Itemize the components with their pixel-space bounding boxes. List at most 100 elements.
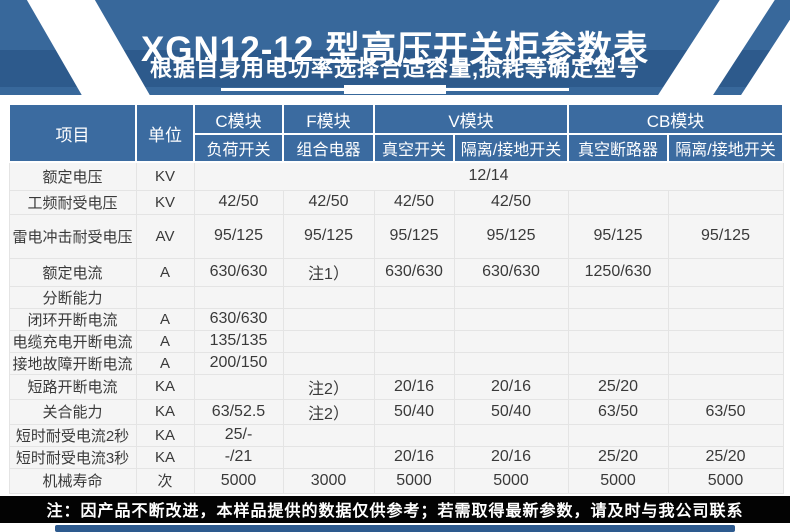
row-value: 20/16 (453, 445, 569, 469)
row-value (282, 351, 375, 375)
row-label: 分断能力 (8, 285, 137, 309)
row-value: -/21 (193, 445, 284, 469)
row-value (282, 423, 375, 447)
table-row: 额定电压 KV 12/14 (8, 161, 784, 191)
row-value (282, 329, 375, 353)
row-unit: A (135, 351, 195, 375)
row-label: 短时耐受电流3秒 (8, 445, 137, 469)
row-value (282, 307, 375, 331)
row-value: 注2） (282, 373, 375, 400)
row-label: 接地故障开断电流 (8, 351, 137, 375)
row-value: 25/20 (667, 445, 784, 469)
header-group-f: F模块 (282, 103, 375, 135)
row-label: 短时耐受电流2秒 (8, 423, 137, 447)
row-value (567, 285, 669, 309)
row-value (282, 285, 375, 309)
row-value (567, 329, 669, 353)
row-label: 闭环开断电流 (8, 307, 137, 331)
row-value (667, 257, 784, 287)
header-sub-load-switch: 负荷开关 (193, 133, 284, 163)
row-unit: KA (135, 445, 195, 469)
page-title: XGN12-12 型高压开关柜参数表 (140, 30, 650, 70)
row-value: 5000 (453, 467, 569, 494)
row-unit: KV (135, 161, 195, 191)
row-value: 42/50 (373, 189, 455, 215)
row-value: 95/125 (373, 213, 455, 259)
row-value: 95/125 (193, 213, 284, 259)
row-value: 95/125 (453, 213, 569, 259)
row-unit (135, 285, 195, 309)
row-value: 25/20 (567, 445, 669, 469)
table-row: 短路开断电流 KA 注2） 20/16 20/16 25/20 (8, 373, 784, 400)
bottom-accent-bar (55, 524, 735, 532)
row-label: 雷电冲击耐受电压 (8, 213, 137, 259)
row-merged-value: 12/14 (193, 161, 784, 191)
table-row: 雷电冲击耐受电压 AV 95/125 95/125 95/125 95/125 95/125… (8, 213, 784, 259)
row-value (373, 285, 455, 309)
header-sub-combined-apparatus: 组合电器 (282, 133, 375, 163)
row-value: 135/135 (193, 329, 284, 353)
table-row: 接地故障开断电流 A 200/150 (8, 351, 784, 375)
header-group-c: C模块 (193, 103, 284, 135)
header-sub-vacuum-breaker: 真空断路器 (567, 133, 669, 163)
row-value (453, 307, 569, 331)
row-value (667, 189, 784, 215)
row-value: 630/630 (373, 257, 455, 287)
row-value: 95/125 (667, 213, 784, 259)
table-row: 关合能力 KA 63/52.5 注2） 50/40 50/40 63/50 63/50 (8, 398, 784, 425)
row-value (453, 285, 569, 309)
row-value (453, 351, 569, 375)
row-value (567, 189, 669, 215)
row-value: 42/50 (193, 189, 284, 215)
row-value: 20/16 (373, 445, 455, 469)
row-value: 95/125 (567, 213, 669, 259)
row-label: 机械寿命 (8, 467, 137, 494)
row-unit: 次 (135, 467, 195, 494)
row-value: 630/630 (453, 257, 569, 287)
table-row: 分断能力 (8, 285, 784, 309)
row-value (373, 423, 455, 447)
row-value (567, 351, 669, 375)
row-value (373, 351, 455, 375)
row-value: 95/125 (282, 213, 375, 259)
row-label: 额定电压 (8, 161, 137, 191)
header-unit: 单位 (135, 103, 195, 163)
footer-note: 注：因产品不断改进，本样品提供的数据仅供参考；若需取得最新参数，请及时与我公司联… (46, 503, 744, 520)
table-row: 闭环开断电流 A 630/630 (8, 307, 784, 331)
header-group-cb: CB模块 (567, 103, 784, 135)
row-value (567, 307, 669, 331)
table-row: 机械寿命次 5000 3000 5000 5000 5000 5000 (8, 467, 784, 494)
row-value: 63/52.5 (193, 398, 284, 425)
row-value: 25/20 (567, 373, 669, 400)
row-value: 5000 (567, 467, 669, 494)
row-value (373, 307, 455, 331)
row-value (667, 285, 784, 309)
row-unit: KA (135, 398, 195, 425)
header-sub-vacuum-switch: 真空开关 (373, 133, 455, 163)
header-sub-isolation-earthing-cb: 隔离/接地开关 (667, 133, 784, 163)
table-header: 项目 单位 C模块 F模块 V模块 CB模块 负荷开关 组合电器 真空开关 隔离… (8, 103, 784, 163)
row-label: 工频耐受电压 (8, 189, 137, 215)
row-unit: KV (135, 189, 195, 215)
row-value: 50/40 (373, 398, 455, 425)
row-value: 42/50 (453, 189, 569, 215)
table-row: 额定电流 A 630/630 注1） 630/630 630/630 1250/630 (8, 257, 784, 287)
row-unit: KA (135, 373, 195, 400)
row-label: 电缆充电开断电流 (8, 329, 137, 353)
row-label: 短路开断电流 (8, 373, 137, 400)
row-value: 200/150 (193, 351, 284, 375)
table-row: 短时耐受电流3秒 KA -/21 20/16 20/16 25/20 25/20 (8, 445, 784, 469)
row-unit: KA (135, 423, 195, 447)
footer-note-bar: 注：因产品不断改进，本样品提供的数据仅供参考；若需取得最新参数，请及时与我公司联… (0, 495, 790, 523)
row-value (193, 285, 284, 309)
row-value: 5000 (667, 467, 784, 494)
header-group-v: V模块 (373, 103, 569, 135)
row-value: 20/16 (453, 373, 569, 400)
row-value (667, 329, 784, 353)
row-value: 1250/630 (567, 257, 669, 287)
row-value: 42/50 (282, 189, 375, 215)
row-unit: AV (135, 213, 195, 259)
page-subtitle: 根据自身用电功率选择合适容量,损耗等确定型号 (149, 56, 641, 81)
row-value (667, 373, 784, 400)
